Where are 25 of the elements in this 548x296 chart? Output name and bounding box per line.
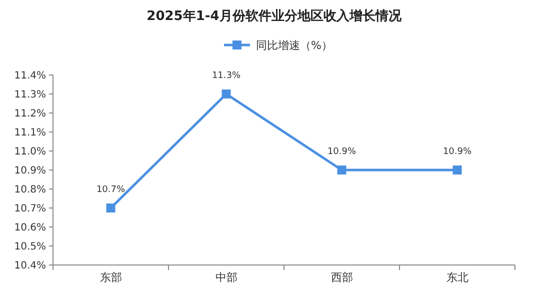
y-tick-label: 10.9%	[14, 166, 46, 176]
y-tick-label: 10.6%	[14, 222, 46, 234]
data-label: 10.9%	[442, 147, 472, 157]
x-tick-label: 中部	[215, 271, 238, 284]
x-tick-label: 西部	[330, 271, 353, 284]
x-tick-label: 东部	[100, 271, 122, 284]
point	[222, 90, 231, 98]
legend-label: 同比增速（%）	[256, 39, 332, 52]
data-label: 10.9%	[327, 147, 356, 157]
y-tick-label: 10.4%	[14, 260, 46, 272]
data-label: 11.3%	[212, 71, 241, 81]
point	[106, 204, 116, 212]
y-tick-label: 11.3%	[14, 90, 46, 100]
y-tick-label: 10.7%	[14, 204, 46, 214]
data-label: 10.7%	[96, 185, 126, 195]
point	[337, 166, 346, 174]
y-tick-label: 11.0%	[14, 146, 46, 158]
x-tick-label: 东北	[446, 271, 468, 284]
y-tick-label: 11.1%	[14, 128, 46, 138]
chart-title: 2025年1-4月份软件业分地区收入增长情况	[146, 8, 402, 24]
y-tick-label: 11.4%	[14, 70, 46, 82]
y-tick-label: 11.2%	[14, 108, 46, 120]
y-tick-label: 10.8%	[14, 184, 46, 196]
point	[452, 166, 462, 174]
y-tick-label: 10.5%	[14, 242, 46, 252]
